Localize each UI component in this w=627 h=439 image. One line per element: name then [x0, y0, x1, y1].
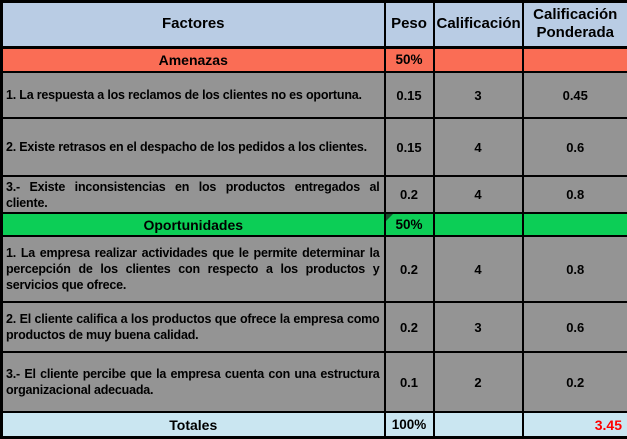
factor-row-amenaza-2: 2. Existe retrasos en el despacho de los…: [0, 116, 627, 178]
ponderada-cell: 0.6: [521, 116, 627, 178]
factor-row-oportunidad-3: 3.- El cliente percibe que la empresa cu…: [0, 351, 627, 414]
totals-row: Totales 100% 3.45: [0, 411, 627, 439]
peso-cell: 0.15: [383, 71, 435, 119]
totals-peso: 100%: [383, 411, 435, 439]
empty-cell: [432, 46, 524, 74]
section-peso-amenazas: 50%: [383, 46, 435, 74]
section-row-oportunidades: Oportunidades 50%: [0, 211, 627, 238]
ponderada-cell: 0.8: [521, 175, 627, 214]
calificacion-cell: 4: [432, 175, 524, 214]
ponderada-cell: 0.8: [521, 235, 627, 303]
column-header-calificacion: Calificación: [432, 0, 524, 49]
section-label-oportunidades: Oportunidades: [0, 211, 386, 238]
calificacion-cell: 3: [432, 300, 524, 354]
calificacion-cell: 4: [432, 116, 524, 178]
factor-row-amenaza-1: 1. La respuesta a los reclamos de los cl…: [0, 71, 627, 119]
peso-cell: 0.2: [383, 175, 435, 214]
peso-cell: 0.15: [383, 116, 435, 178]
factor-cell: 3.- El cliente percibe que la empresa cu…: [0, 351, 386, 414]
calificacion-cell: 2: [432, 351, 524, 414]
factor-row-amenaza-3: 3.- Existe inconsistencias en los produc…: [0, 175, 627, 214]
factor-cell: 2. Existe retrasos en el despacho de los…: [0, 116, 386, 178]
peso-cell: 0.2: [383, 235, 435, 303]
ponderada-cell: 0.45: [521, 71, 627, 119]
section-peso-value: 50%: [395, 217, 423, 233]
peso-cell: 0.2: [383, 300, 435, 354]
cell-corner-triangle-icon: [386, 214, 393, 221]
totals-ponderada-value: 3.45: [521, 411, 627, 439]
section-row-amenazas: Amenazas 50%: [0, 46, 627, 74]
table-header-row: Factores Peso Calificación Calificación …: [0, 0, 627, 49]
factor-row-oportunidad-1: 1. La empresa realizar actividades que l…: [0, 235, 627, 303]
calificacion-cell: 3: [432, 71, 524, 119]
ponderada-cell: 0.2: [521, 351, 627, 414]
section-peso-oportunidades: 50%: [383, 211, 435, 238]
ponderada-cell: 0.6: [521, 300, 627, 354]
column-header-calificacion-ponderada: Calificación Ponderada: [521, 0, 627, 49]
calificacion-cell: 4: [432, 235, 524, 303]
column-header-factores: Factores: [0, 0, 386, 49]
factor-row-oportunidad-2: 2. El cliente califica a los productos q…: [0, 300, 627, 354]
empty-cell: [432, 411, 524, 439]
peso-cell: 0.1: [383, 351, 435, 414]
empty-cell: [521, 46, 627, 74]
factor-cell: 1. La respuesta a los reclamos de los cl…: [0, 71, 386, 119]
factor-cell: 2. El cliente califica a los productos q…: [0, 300, 386, 354]
empty-cell: [432, 211, 524, 238]
factor-cell: 3.- Existe inconsistencias en los produc…: [0, 175, 386, 214]
empty-cell: [521, 211, 627, 238]
section-label-amenazas: Amenazas: [0, 46, 386, 74]
totals-label: Totales: [0, 411, 386, 439]
factor-cell: 1. La empresa realizar actividades que l…: [0, 235, 386, 303]
column-header-peso: Peso: [383, 0, 435, 49]
